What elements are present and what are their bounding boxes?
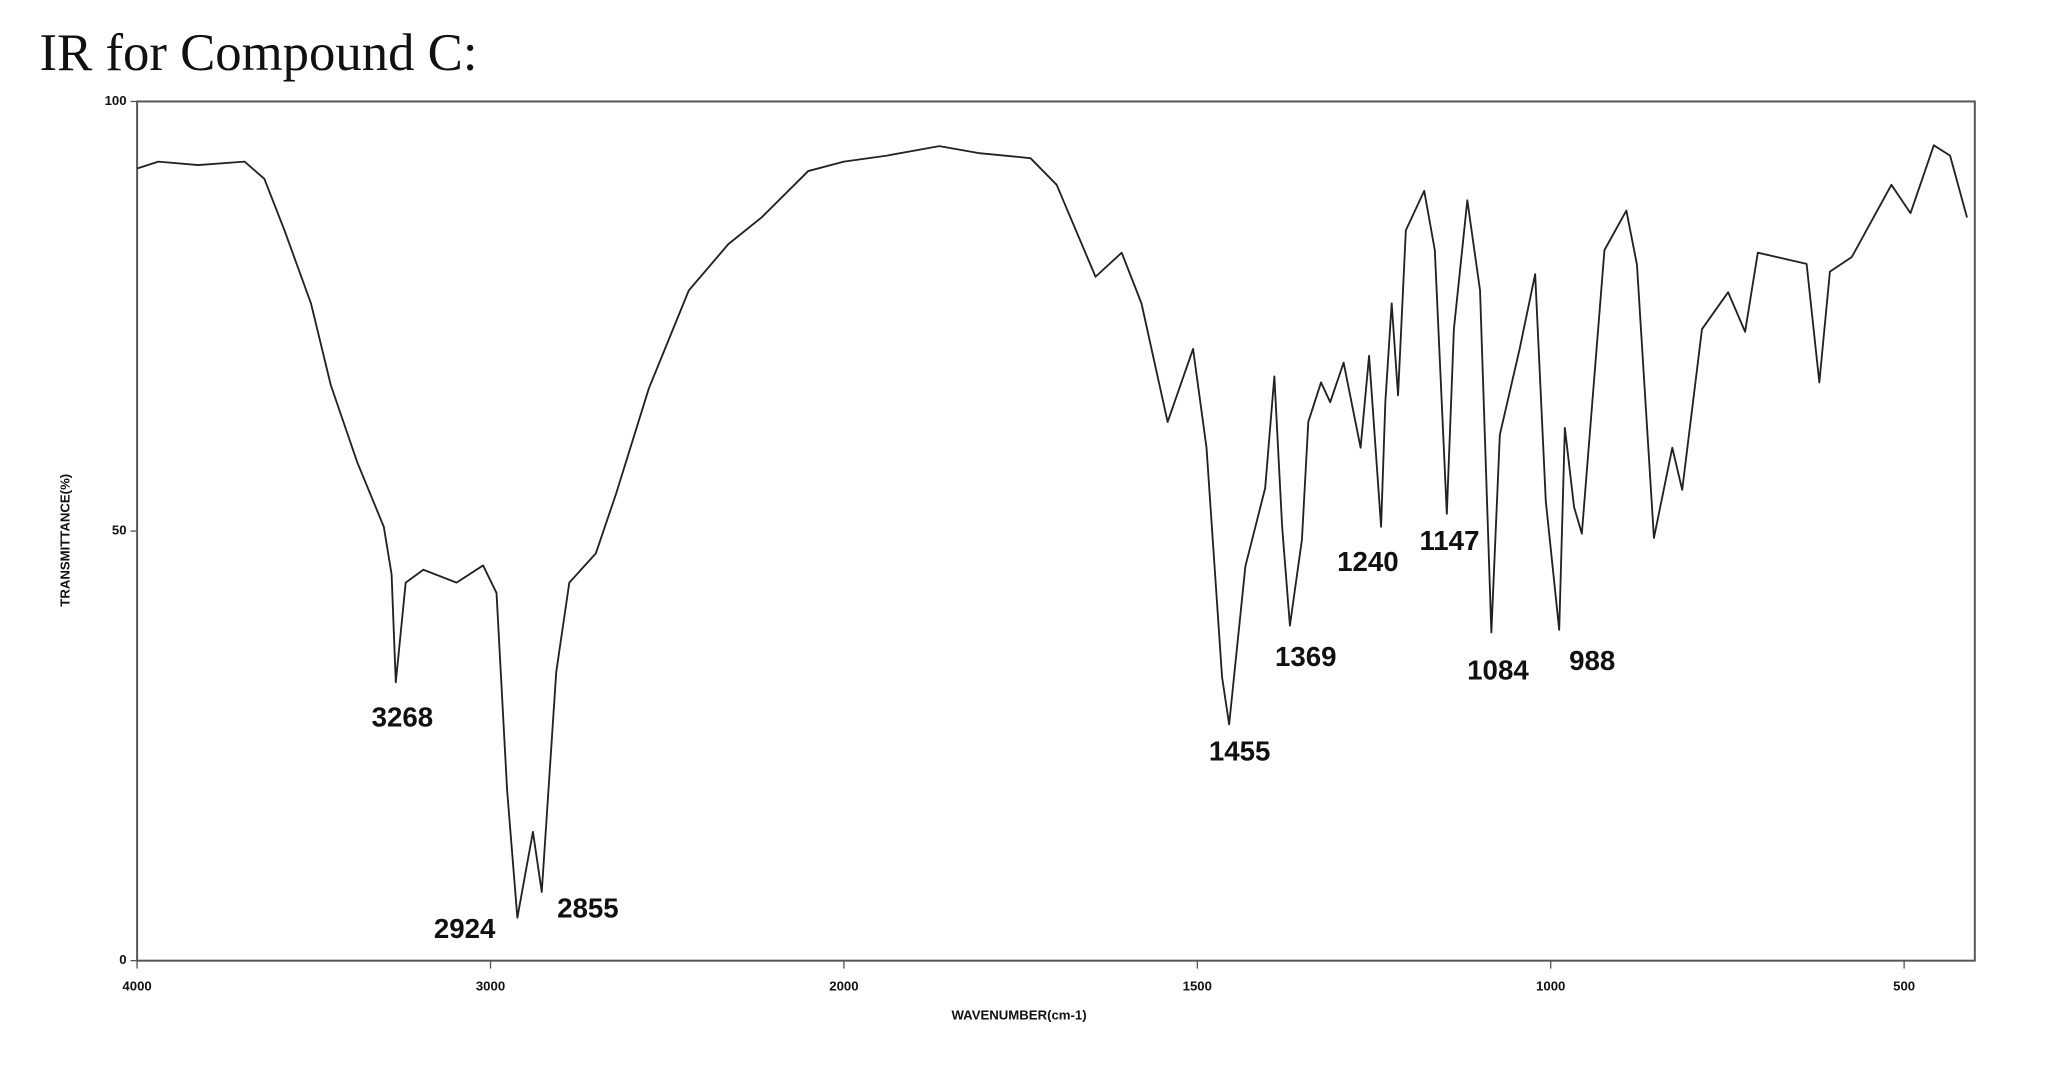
y-axis-label: TRANSMITTANCE(%) — [57, 474, 72, 607]
peak-label: 3268 — [372, 702, 434, 733]
x-tick-label: 3000 — [476, 979, 505, 994]
peak-label: 1369 — [1275, 641, 1337, 672]
peak-label: 1240 — [1337, 546, 1399, 577]
x-tick-label: 500 — [1893, 979, 1915, 994]
peak-label: 1147 — [1419, 525, 1479, 556]
peak-label: 1084 — [1467, 654, 1529, 685]
x-tick-label: 1000 — [1536, 979, 1565, 994]
peak-label: 988 — [1569, 645, 1615, 676]
y-tick-label: 0 — [119, 952, 126, 967]
peak-label: 2924 — [434, 913, 496, 944]
x-axis-label: WAVENUMBER(cm-1) — [951, 1008, 1086, 1023]
y-tick-label: 50 — [112, 523, 127, 538]
x-tick-label: 1500 — [1183, 979, 1212, 994]
peak-label: 1455 — [1209, 736, 1271, 767]
y-tick-label: 100 — [105, 93, 127, 108]
spectrum-line — [136, 144, 1968, 919]
chart-title: IR for Compound C: — [40, 24, 478, 82]
x-tick-label: 4000 — [122, 979, 151, 994]
x-tick-label: 2000 — [829, 979, 858, 994]
peak-label: 2855 — [557, 893, 619, 924]
